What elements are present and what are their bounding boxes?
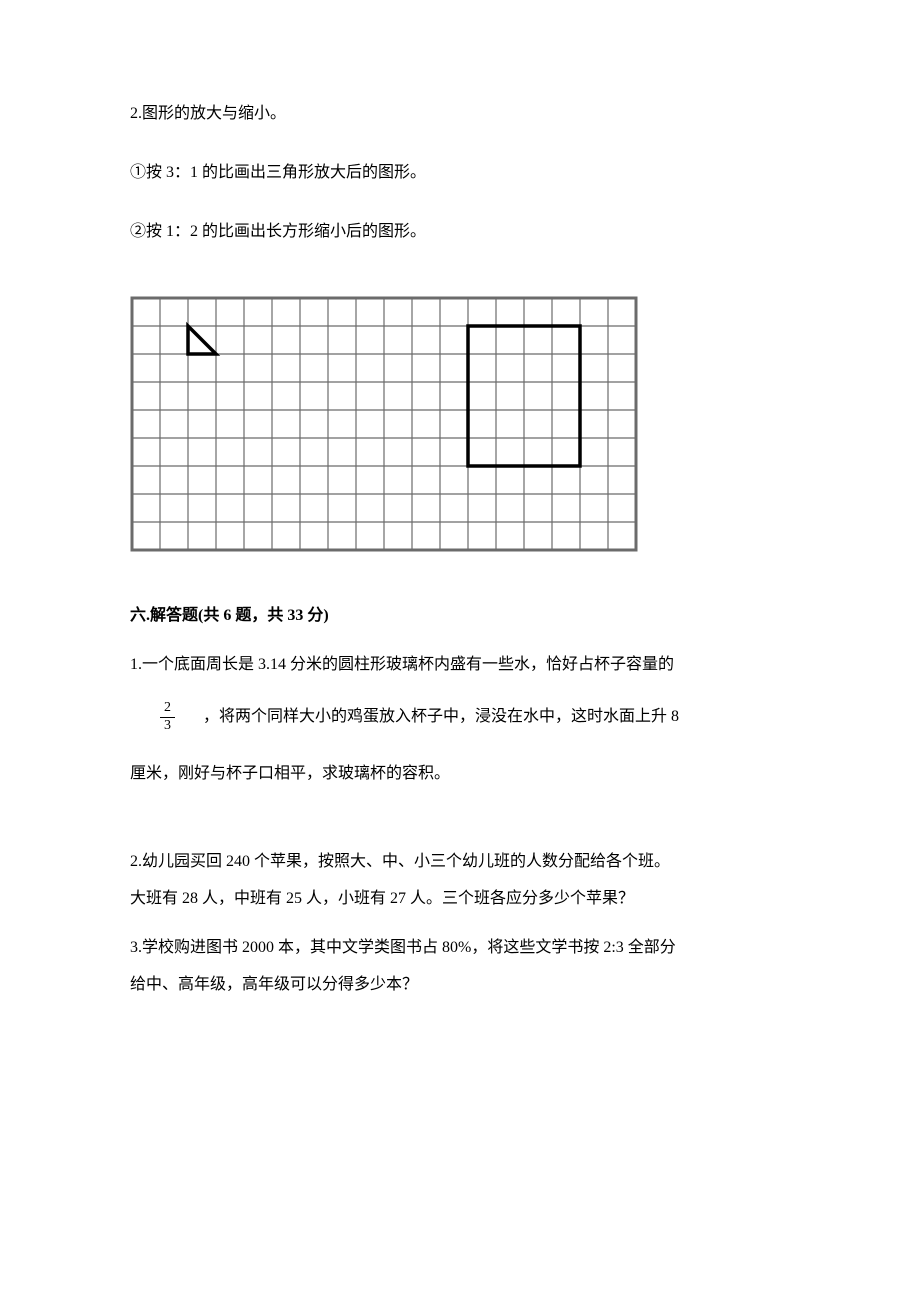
grid-figure xyxy=(130,296,790,552)
grid-svg xyxy=(130,296,638,552)
problem-3-line1: 3.学校购进图书 2000 本，其中文学类图书占 80%，将这些文学书按 2:3… xyxy=(130,934,790,963)
question-2-item-2: ②按 1：2 的比画出长方形缩小后的图形。 xyxy=(130,218,790,247)
fraction-denominator: 3 xyxy=(160,718,175,735)
problem-2-line1: 2.幼儿园买回 240 个苹果，按照大、中、小三个幼儿班的人数分配给各个班。 xyxy=(130,848,790,877)
problem-1-fraction-row: 2 3 ，将两个同样大小的鸡蛋放入杯子中，浸没在水中，这时水面上升 8 xyxy=(130,700,790,735)
question-2-item-1: ①按 3：1 的比画出三角形放大后的图形。 xyxy=(130,159,790,188)
question-2-title: 2.图形的放大与缩小。 xyxy=(130,100,790,129)
problem-1-part2: ，将两个同样大小的鸡蛋放入杯子中，浸没在水中，这时水面上升 8 xyxy=(203,703,679,732)
problem-3-line2: 给中、高年级，高年级可以分得多少本？ xyxy=(130,971,790,1000)
fraction-numerator: 2 xyxy=(160,700,175,718)
problem-1-part1: 1.一个底面周长是 3.14 分米的圆柱形玻璃杯内盛有一些水，恰好占杯子容量的 xyxy=(130,651,790,680)
problem-1-part3: 厘米，刚好与杯子口相平，求玻璃杯的容积。 xyxy=(130,760,790,789)
fraction-2-3: 2 3 xyxy=(160,700,175,735)
section-6-header: 六.解答题(共 6 题，共 33 分) xyxy=(130,602,790,631)
problem-2-line2: 大班有 28 人，中班有 25 人，小班有 27 人。三个班各应分多少个苹果？ xyxy=(130,885,790,914)
